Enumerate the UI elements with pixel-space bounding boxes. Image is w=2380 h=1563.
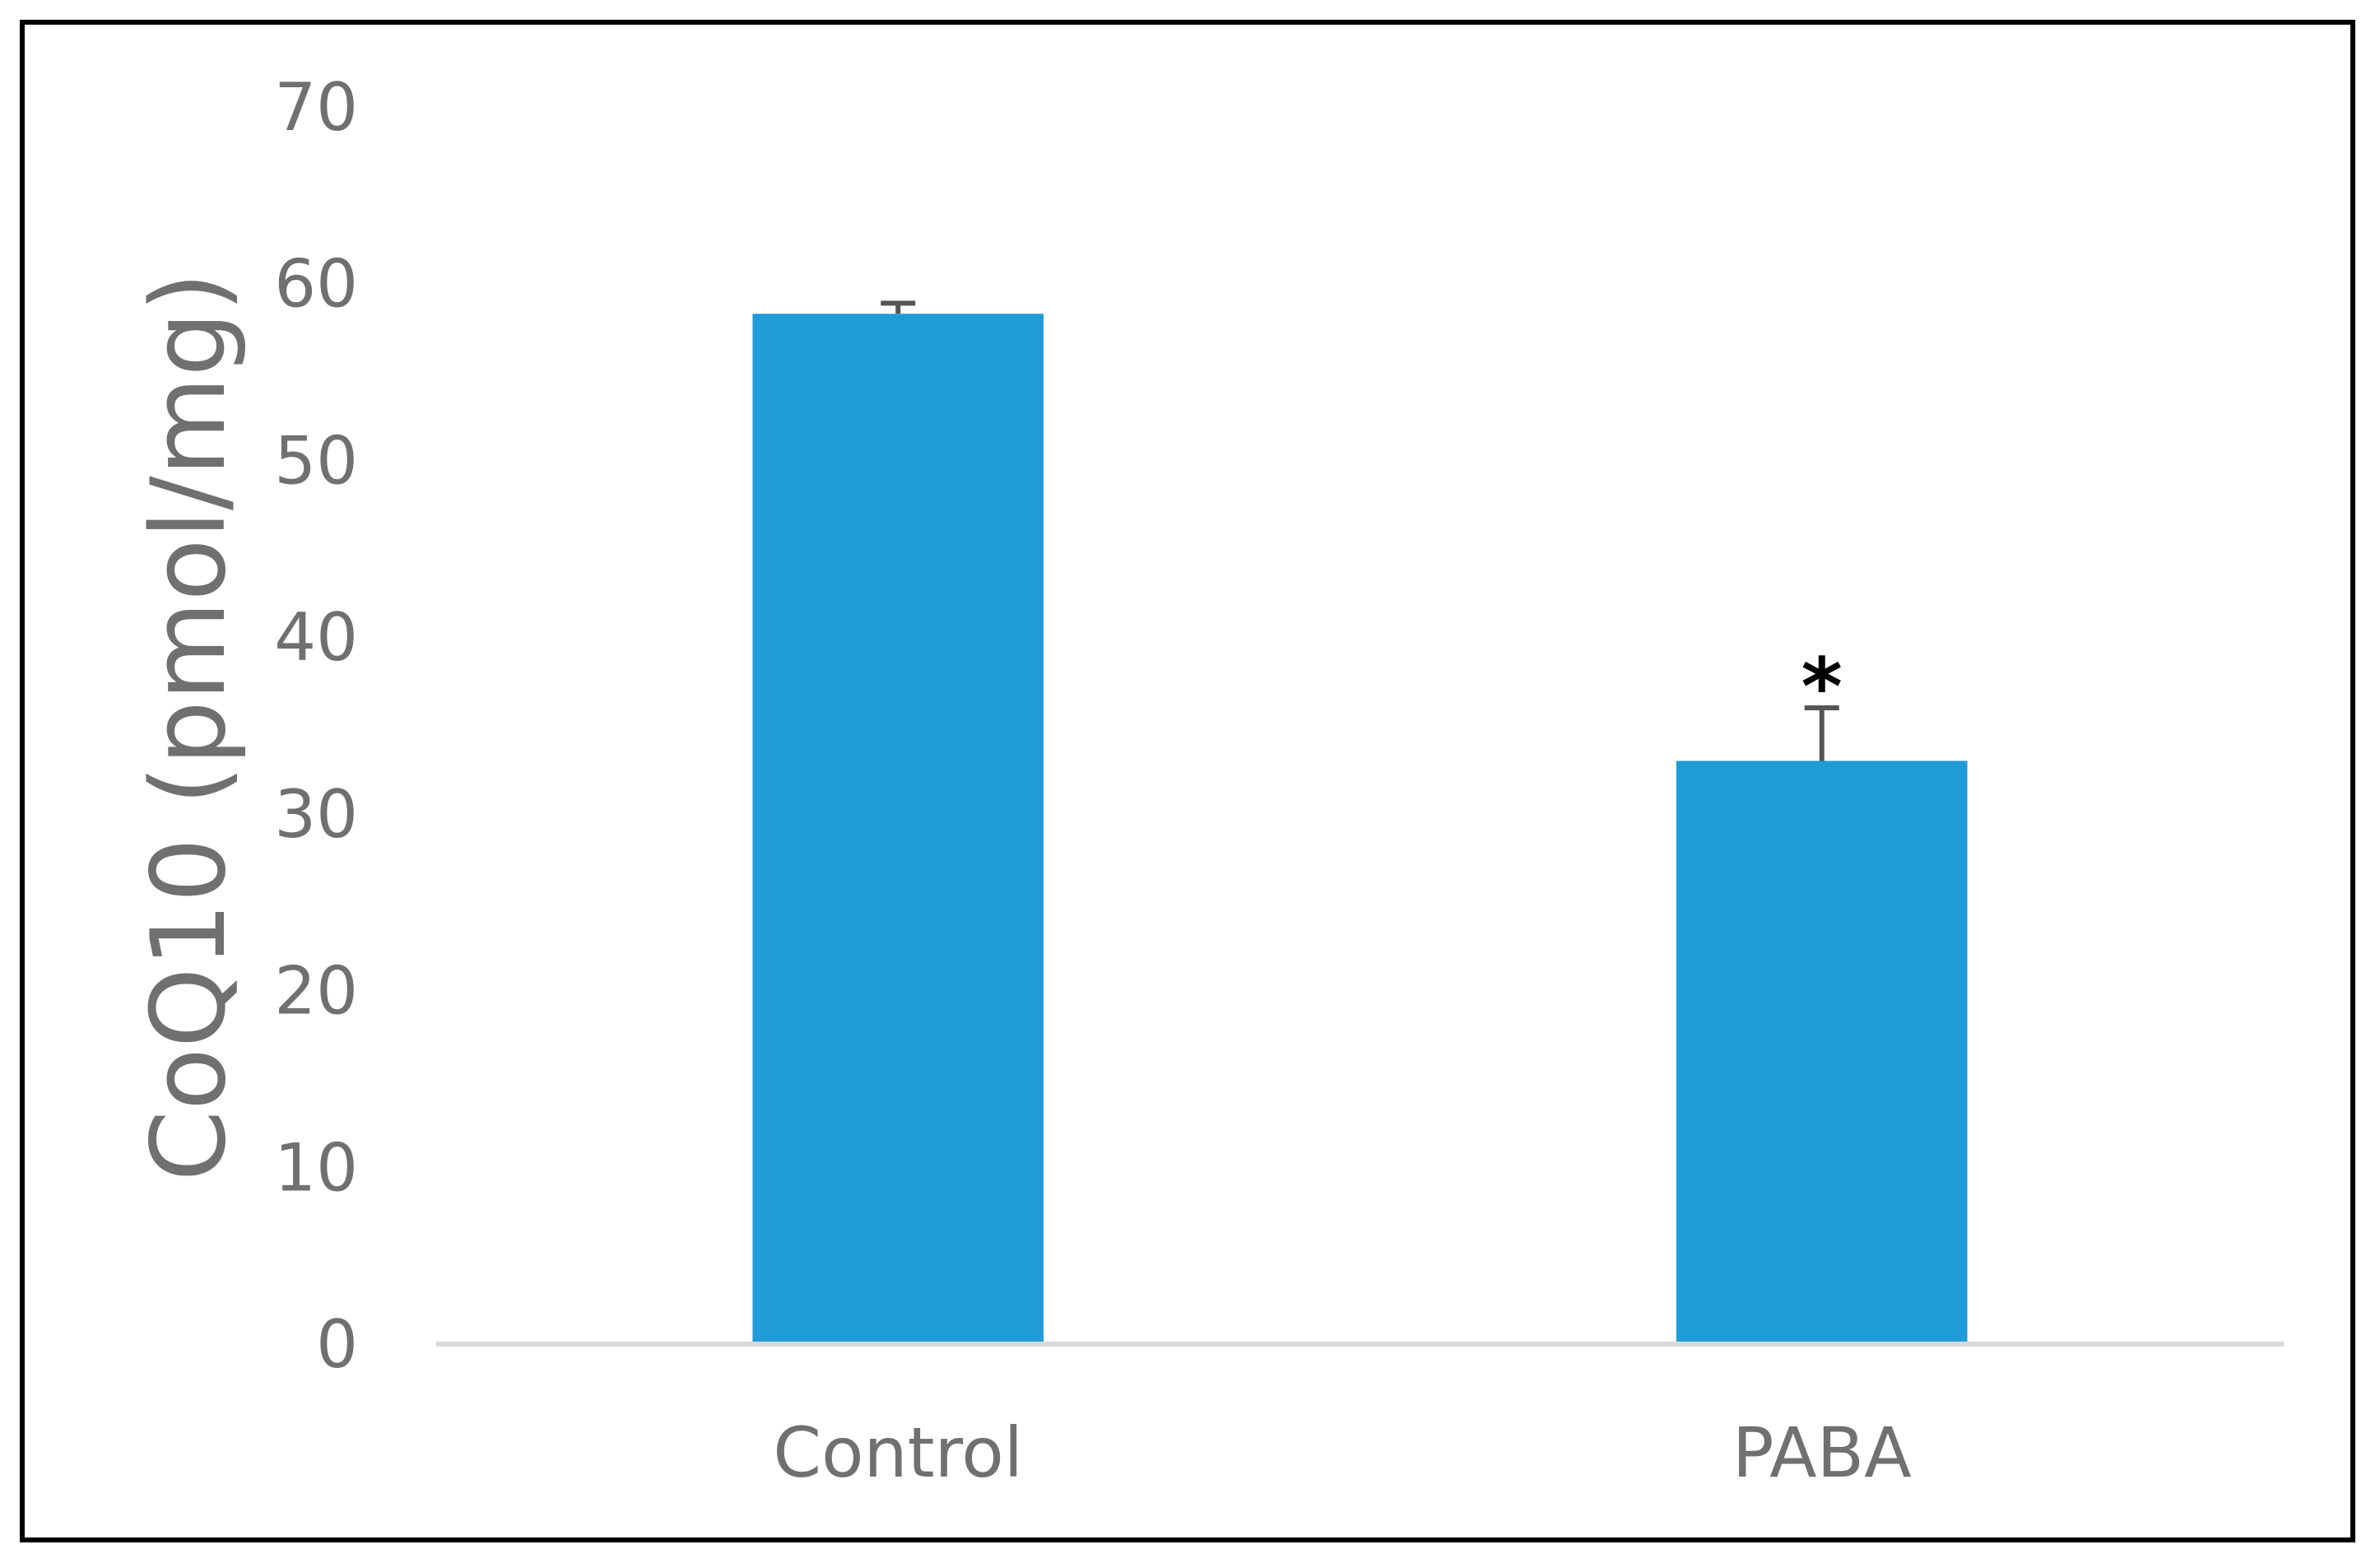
significance-marker: * <box>1801 641 1843 733</box>
bar-paba <box>1676 761 1968 1344</box>
bar-control <box>752 314 1044 1345</box>
y-tick-label: 40 <box>274 599 358 676</box>
x-category-label: Control <box>773 1412 1023 1493</box>
y-tick-label: 50 <box>274 422 358 499</box>
error-bars <box>881 300 1839 761</box>
y-tick-label: 0 <box>316 1306 358 1383</box>
y-tick-label: 30 <box>274 776 358 853</box>
significance-annotations: * <box>1801 641 1843 733</box>
y-tick-label: 70 <box>274 69 358 146</box>
y-tick-label: 20 <box>274 953 358 1030</box>
bars <box>752 314 1968 1345</box>
y-axis-ticks: 0 10 20 30 40 50 60 70 <box>274 69 358 1383</box>
error-bar-control <box>881 300 916 314</box>
y-tick-label: 60 <box>274 246 358 323</box>
y-tick-label: 10 <box>274 1129 358 1206</box>
error-bar-paba <box>1804 705 1839 761</box>
x-category-label: PABA <box>1732 1412 1912 1493</box>
x-axis-categories: Control PABA <box>773 1412 1911 1493</box>
y-axis-label: CoQ10 (pmol/mg) <box>130 272 249 1181</box>
